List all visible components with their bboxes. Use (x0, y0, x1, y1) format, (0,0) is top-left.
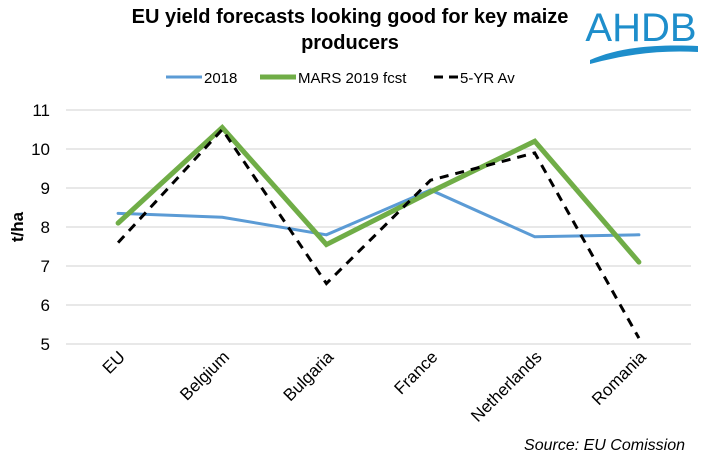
y-tick-label: 7 (41, 257, 50, 276)
logo-text: AHDB (585, 6, 696, 50)
legend-label: 5-YR Av (460, 70, 515, 87)
y-tick-label: 9 (41, 179, 50, 198)
series-line-mars-2019-fcst (115, 123, 642, 265)
logo-wave-icon (590, 45, 698, 64)
series-line-2018 (116, 188, 641, 239)
series-line-5-yr-av (116, 127, 641, 339)
ahdb-logo: AHDB (585, 6, 698, 64)
y-tick-label: 6 (41, 296, 50, 315)
series-lines (115, 123, 642, 339)
x-tick-label: Romania (588, 347, 650, 409)
x-tick-label: Netherlands (467, 347, 545, 425)
y-tick-label: 8 (41, 218, 50, 237)
source-note: Source: EU Comission (524, 437, 685, 454)
gridlines (66, 109, 691, 345)
y-tick-labels: 5 6 7 8 9 10 11 (31, 101, 50, 354)
x-tick-labels: EU Belgium Bulgaria France Netherlands Romani… (99, 347, 650, 426)
y-tick-label: 11 (32, 101, 50, 120)
y-axis-label: t/ha (8, 211, 27, 242)
legend: 2018 MARS 2019 fcst 5-YR Av (166, 70, 515, 87)
x-tick-label: Bulgaria (280, 347, 338, 405)
legend-label: 2018 (204, 70, 237, 87)
x-tick-label: France (391, 347, 442, 398)
y-tick-label: 5 (41, 335, 50, 354)
x-tick-label: Belgium (176, 347, 233, 404)
x-tick-label: EU (99, 347, 129, 377)
legend-label: MARS 2019 fcst (298, 70, 407, 87)
chart-title: EU yield forecasts looking good for key … (131, 6, 569, 54)
y-tick-label: 10 (31, 140, 50, 159)
